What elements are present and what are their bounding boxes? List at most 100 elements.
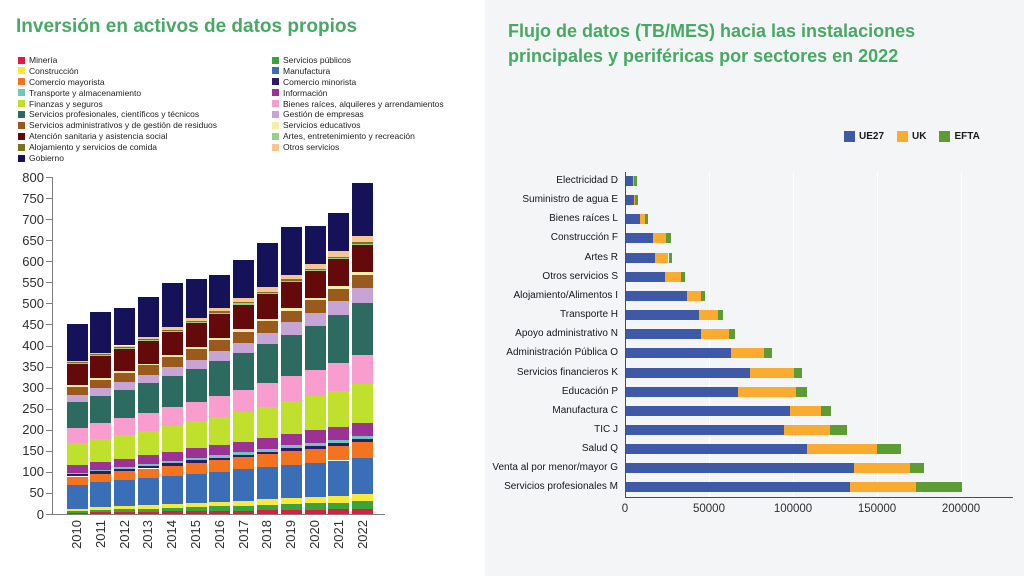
bar-segment [280, 451, 302, 465]
bar-segment [209, 312, 231, 314]
bar-segment [352, 354, 374, 385]
y-axis-tick-mark [46, 450, 52, 452]
y-axis-tick-mark [46, 514, 52, 515]
bar-segment [328, 442, 350, 446]
h-bar-segment [626, 367, 751, 378]
y-axis-tick-label: 0 [36, 506, 44, 522]
h-bar-segment [789, 405, 822, 416]
h-bar-segment [784, 424, 830, 435]
bar-segment [114, 371, 136, 373]
legend-swatch [18, 143, 25, 151]
y-axis-tick-mark [46, 492, 52, 494]
bar-segment [209, 311, 231, 313]
x-axis-line [52, 514, 385, 515]
legend-label: Atención sanitaria y asistencia social [29, 131, 168, 142]
bar-segment [352, 494, 374, 502]
bar-segment [233, 331, 255, 343]
bar-segment [233, 510, 255, 514]
category-label: Artes R [584, 251, 618, 263]
h-bar-segment [698, 310, 719, 321]
legend-swatch [18, 154, 25, 162]
bar-segment [161, 507, 183, 512]
h-bar-segment [626, 348, 731, 359]
bar-segment [137, 382, 159, 413]
y-axis-tick-mark [46, 387, 52, 389]
bar-segment [137, 464, 159, 467]
legend-item: UE27 [844, 131, 884, 142]
bar-segment [66, 512, 88, 514]
category-label: Salud Q [581, 443, 618, 455]
bar-segment [161, 329, 183, 331]
left-legend-col1: Minería Construcción Comercio mayorista Tra… [18, 55, 268, 164]
h-bar-segment [626, 310, 699, 321]
bar-segment [328, 509, 350, 514]
bar-segment [233, 454, 255, 458]
bar-segment [137, 297, 159, 338]
bar-segment [304, 497, 326, 504]
h-bar-segment [626, 233, 654, 244]
bar-segment [209, 308, 231, 312]
bar-segment [185, 323, 207, 348]
category-label: Manufactura C [552, 404, 618, 416]
left-legend-col2: Servicios públicos Manufactura Comercio mi… [272, 55, 482, 153]
bar-segment [209, 416, 231, 445]
category-label: Alojamiento/Alimentos I [513, 289, 619, 301]
legend-swatch [18, 100, 25, 108]
legend-item: Transporte y almacenamiento [18, 88, 268, 99]
legend-label: Otros servicios [283, 142, 340, 153]
bar-segment [304, 325, 326, 370]
bar-segment [280, 279, 302, 281]
bar-segment [66, 510, 88, 513]
h-bar-segment [821, 405, 832, 416]
bar-segment [233, 260, 255, 299]
bar-segment [352, 183, 374, 237]
legend-label: Artes, entretenimiento y recreación [283, 131, 415, 142]
legend-label: Servicios administrativos y de gestión d… [29, 120, 218, 131]
bar-segment [328, 315, 350, 364]
bar-segment [256, 437, 278, 450]
bar-segment [256, 292, 278, 295]
right-chart-title: Flujo de datos (TB/MES) hacia las instal… [508, 21, 916, 66]
bar-segment [209, 361, 231, 397]
h-bar-segment [634, 176, 637, 186]
bar-segment [137, 340, 159, 341]
legend-item: Manufactura [272, 66, 482, 77]
legend-swatch [897, 131, 909, 142]
right-panel-background [485, 0, 1024, 576]
bar-segment [161, 463, 183, 466]
bar-segment [233, 302, 255, 304]
bar-segment [328, 439, 350, 443]
bar-segment [304, 509, 326, 514]
bar-segment [66, 362, 88, 364]
legend-item: EFTA [939, 131, 980, 142]
legend-swatch [18, 132, 25, 140]
left-chart-title: Inversión en activos de datos propios [16, 16, 358, 37]
legend-label: Información [283, 87, 328, 98]
bar-segment [280, 448, 302, 452]
bar-segment [114, 468, 136, 472]
bar-segment [256, 291, 278, 293]
bar-segment [352, 436, 374, 440]
h-bar-segment [728, 329, 735, 340]
h-bar-segment [626, 329, 702, 340]
bar-segment [90, 439, 112, 462]
bar-segment [256, 383, 278, 407]
bar-segment [137, 340, 159, 364]
legend-label: Finanzas y seguros [29, 98, 103, 109]
bar-segment [114, 418, 136, 436]
bar-segment [161, 367, 183, 376]
legend-label: Alojamiento y servicios de comida [29, 142, 158, 153]
bar-segment [114, 372, 136, 383]
bar-segment [90, 356, 112, 378]
bar-segment [66, 476, 88, 485]
bar-segment [114, 508, 136, 512]
category-label: Administración Pública O [506, 347, 618, 359]
bar-segment [185, 421, 207, 449]
bar-segment [280, 310, 302, 323]
x-axis-tick-label: 0 [621, 503, 629, 515]
h-bar-segment [626, 290, 687, 301]
bar-segment [161, 327, 183, 330]
h-bar-segment [666, 233, 671, 244]
bar-segment [304, 269, 326, 271]
h-bar-segment [626, 444, 808, 455]
